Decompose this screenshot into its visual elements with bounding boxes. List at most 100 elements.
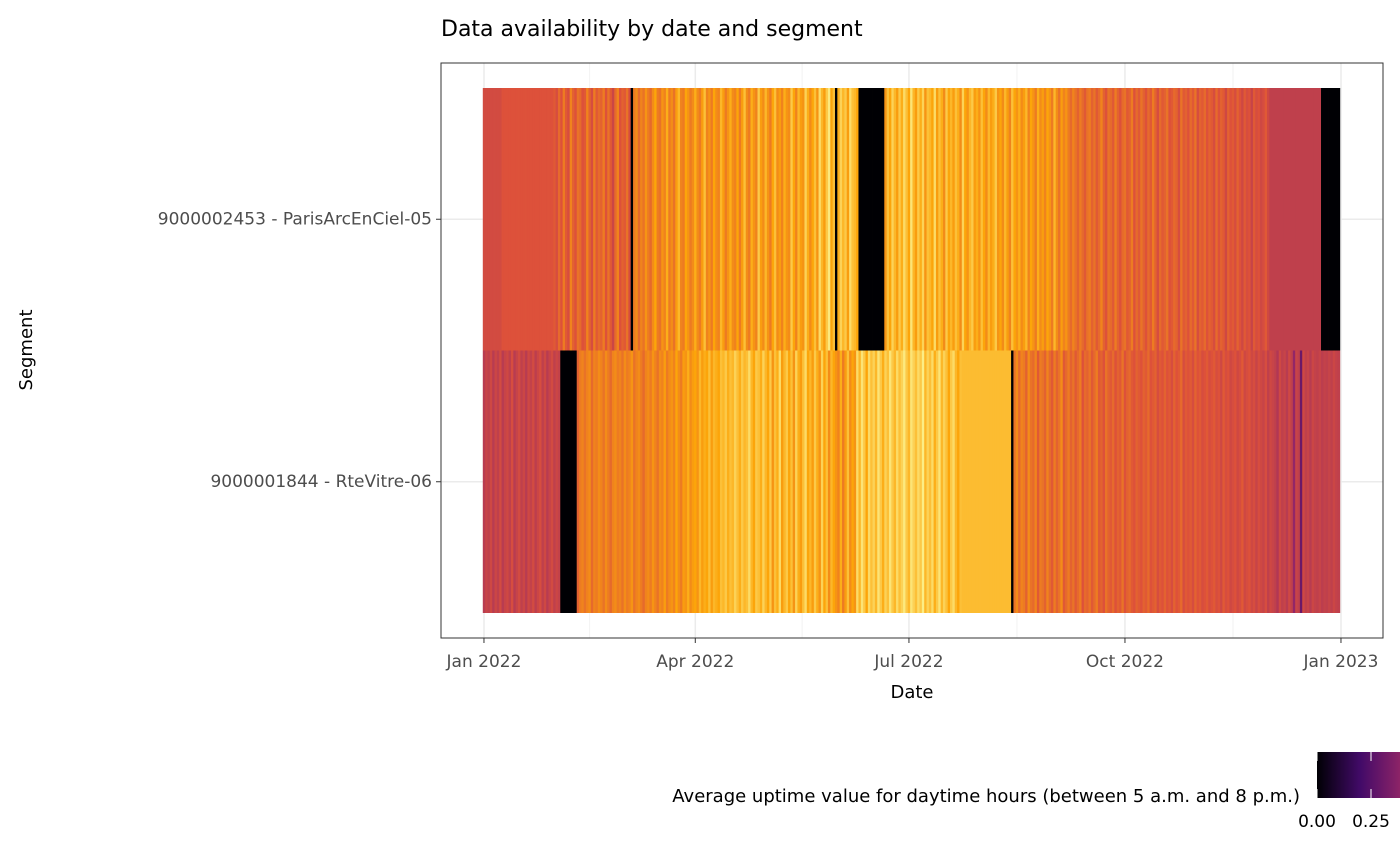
tile [755, 88, 758, 351]
tile [837, 350, 841, 613]
colorbar-tick-label: 0.25 [1352, 812, 1390, 832]
tile [849, 88, 852, 351]
tile [1311, 350, 1315, 613]
tile [820, 88, 824, 351]
tile [712, 88, 716, 351]
tile [536, 88, 540, 351]
tile [729, 350, 733, 613]
tile [691, 88, 695, 351]
tile [1252, 350, 1256, 613]
tile [633, 88, 636, 351]
tile [1168, 88, 1172, 351]
tile [1156, 88, 1160, 351]
tile [1133, 350, 1136, 613]
tile [609, 88, 613, 351]
tile [1046, 88, 1050, 351]
tile [1191, 88, 1195, 351]
tile [513, 88, 517, 351]
tile [715, 350, 718, 613]
tile [752, 88, 756, 351]
tile [640, 88, 643, 351]
tile [518, 350, 521, 613]
tile [860, 350, 864, 613]
tile [527, 88, 531, 351]
tile [891, 350, 895, 613]
tile [1097, 88, 1101, 351]
tile [1318, 88, 1322, 351]
tile [987, 88, 991, 351]
tile [1259, 350, 1263, 613]
tile [863, 88, 866, 351]
tile [604, 350, 608, 613]
tile [555, 350, 559, 613]
tile [1220, 88, 1223, 351]
panel-border [440, 62, 1384, 639]
tile [1137, 350, 1141, 613]
tile [1309, 350, 1313, 613]
tile [1083, 350, 1087, 613]
y-axis-title: Segment [16, 310, 37, 391]
tile [658, 88, 662, 351]
tile [1151, 350, 1155, 613]
tile [846, 350, 850, 613]
tile [1257, 88, 1261, 351]
tile [884, 350, 888, 613]
tile [905, 350, 909, 613]
tile [834, 88, 838, 351]
tile [757, 350, 761, 613]
tile [522, 350, 526, 613]
tile [494, 88, 498, 351]
tile [1250, 88, 1254, 351]
tile [926, 88, 930, 351]
tile [931, 88, 935, 351]
tile [1062, 350, 1066, 613]
tile [616, 88, 620, 351]
tile [510, 350, 514, 613]
tile [1004, 88, 1007, 351]
tile [1142, 350, 1146, 613]
tile [1274, 350, 1277, 613]
tile [618, 88, 622, 351]
tile [745, 350, 749, 613]
tile [748, 88, 751, 351]
tile [1020, 88, 1024, 351]
x-tick-label: Oct 2022 [1086, 652, 1164, 672]
tile [926, 350, 930, 613]
tile [1267, 350, 1270, 613]
tile [604, 88, 608, 351]
tile [1128, 88, 1132, 351]
tile [705, 350, 709, 613]
tile [1159, 88, 1162, 351]
tile [1008, 350, 1012, 613]
tile [1166, 88, 1169, 351]
tile [1236, 88, 1240, 351]
tile [1058, 350, 1061, 613]
tile [492, 88, 495, 351]
tile [1196, 88, 1200, 351]
tile [741, 350, 744, 613]
tile [1053, 350, 1057, 613]
tile [968, 88, 972, 351]
tile [1313, 350, 1317, 613]
tile [940, 350, 944, 613]
tile [900, 88, 904, 351]
tile [1269, 88, 1273, 351]
tile [832, 88, 836, 351]
tile [759, 350, 763, 613]
tile [971, 350, 974, 613]
tile [689, 88, 693, 351]
tile [635, 350, 639, 613]
tile [588, 350, 592, 613]
tile [1076, 350, 1080, 613]
tile [964, 88, 967, 351]
tile [994, 88, 998, 351]
tile [1137, 88, 1141, 351]
tile [905, 88, 909, 351]
tile [572, 350, 575, 613]
tile [518, 88, 521, 351]
tile [1224, 88, 1228, 351]
tile [649, 350, 653, 613]
tile [952, 88, 956, 351]
tile [1060, 350, 1064, 613]
tile [1337, 88, 1341, 351]
